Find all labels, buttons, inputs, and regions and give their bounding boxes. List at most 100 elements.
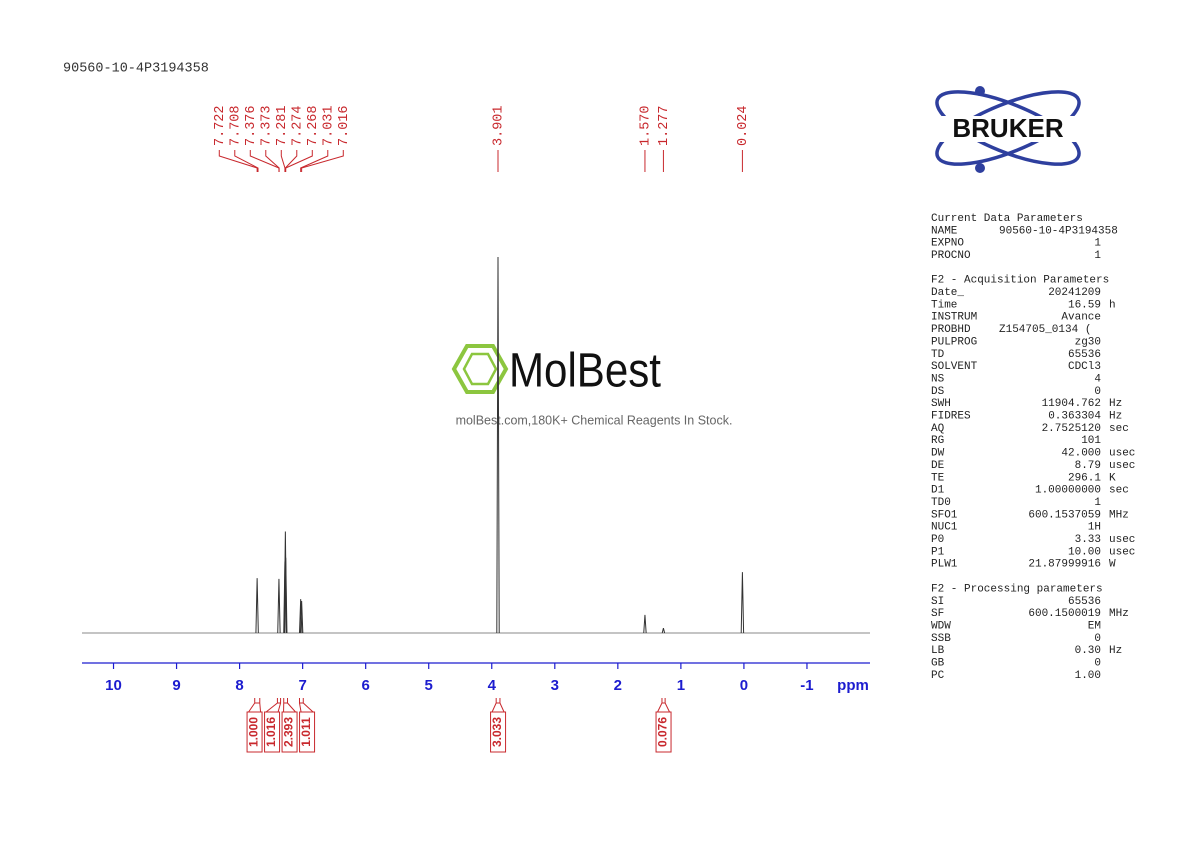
peak-label: 7.016 <box>337 105 352 146</box>
param-unit: Hz <box>1109 398 1122 410</box>
peak-label-line <box>218 150 258 172</box>
param-key: Time <box>931 299 957 311</box>
param-unit: usec <box>1109 546 1135 558</box>
param-key: SFO1 <box>931 509 958 521</box>
param-group-title: F2 - Acquisition Parameters <box>931 275 1109 287</box>
peak <box>298 599 303 634</box>
watermark-tagline: molBest.com,180K+ Chemical Reagents In S… <box>456 413 733 427</box>
param-value: 65536 <box>1068 596 1101 608</box>
x-tick-label: 0 <box>740 677 748 694</box>
peak <box>740 572 745 634</box>
param-key: DW <box>931 448 945 460</box>
integral-label: 0.076 <box>656 717 670 747</box>
peak-label-line <box>265 150 280 172</box>
param-key: SI <box>931 596 944 608</box>
param-value: 16.59 <box>1068 299 1101 311</box>
param-value: 600.1537059 <box>1028 509 1101 521</box>
peak-label: 1.277 <box>657 105 672 146</box>
param-key: RG <box>931 435 944 447</box>
param-key: AQ <box>931 423 945 435</box>
integral-bracket <box>657 698 670 713</box>
param-key: PLW1 <box>931 559 958 571</box>
param-key: NUC1 <box>931 522 958 534</box>
param-group-title: Current Data Parameters <box>931 213 1083 225</box>
param-value: 2.7525120 <box>1042 423 1101 435</box>
param-unit: MHz <box>1109 509 1129 521</box>
x-axis-label: ppm <box>837 677 869 694</box>
peak <box>299 601 304 634</box>
peak <box>661 627 666 634</box>
integral-box <box>281 711 298 753</box>
peak <box>284 557 288 634</box>
integral-label: 1.016 <box>264 717 278 747</box>
param-unit: Hz <box>1109 411 1122 423</box>
param-value: 1 <box>1094 238 1101 250</box>
peak-label: 7.268 <box>306 105 321 146</box>
param-value: 0 <box>1094 633 1101 645</box>
param-unit: Hz <box>1109 645 1122 657</box>
integral-label: 2.393 <box>282 717 296 747</box>
param-unit: usec <box>1109 534 1135 546</box>
integral-box <box>655 711 672 753</box>
x-tick-label: 5 <box>425 677 433 694</box>
peak <box>643 614 647 634</box>
param-key: TD <box>931 349 945 361</box>
integral-box <box>299 711 316 753</box>
param-unit: sec <box>1109 423 1129 435</box>
param-value: CDCl3 <box>1068 361 1101 373</box>
x-tick-label: 6 <box>362 677 370 694</box>
param-unit: h <box>1109 299 1116 311</box>
peak-label-line <box>301 150 344 172</box>
integral-bracket <box>283 698 296 713</box>
param-value: 8.79 <box>1075 460 1101 472</box>
param-unit: sec <box>1109 485 1129 497</box>
x-tick-label: 8 <box>235 677 243 694</box>
param-value: 20241209 <box>1048 287 1101 299</box>
param-key: NS <box>931 373 945 385</box>
integral-box <box>264 711 281 753</box>
param-value: 3.33 <box>1075 534 1101 546</box>
param-value: 11904.762 <box>1042 398 1101 410</box>
integral-label: 3.033 <box>490 717 504 747</box>
param-unit: W <box>1109 559 1116 571</box>
peak-label: 7.708 <box>228 105 243 146</box>
integral-bracket <box>248 698 262 713</box>
peak-label-line <box>249 150 280 172</box>
param-key: PULPROG <box>931 336 977 348</box>
param-key: GB <box>931 658 945 670</box>
peak-label: 7.373 <box>259 105 274 146</box>
peak-label-line <box>300 150 329 172</box>
integral-bracket <box>298 698 314 713</box>
x-tick-label: 9 <box>172 677 180 694</box>
param-key: WDW <box>931 620 951 632</box>
param-value: 600.1500019 <box>1028 608 1101 620</box>
param-key: SF <box>931 608 944 620</box>
param-value: 65536 <box>1068 349 1101 361</box>
param-key: FIDRES <box>931 411 971 423</box>
logo: BRUKER <box>924 86 1092 173</box>
peak-label-line <box>284 150 298 172</box>
integral-bracket <box>491 698 505 713</box>
peak-label-line <box>280 150 286 172</box>
integral-box <box>246 711 263 753</box>
peak <box>496 256 500 634</box>
param-key: P0 <box>931 534 944 546</box>
peak-label: 3.901 <box>492 105 507 146</box>
peak-label: 7.031 <box>321 105 336 146</box>
x-tick-label: 7 <box>298 677 306 694</box>
peak <box>255 578 259 634</box>
param-key: LB <box>931 645 945 657</box>
param-key: D1 <box>931 485 945 497</box>
param-value: 90560-10-4P3194358 <box>999 225 1118 237</box>
param-key: SOLVENT <box>931 361 978 373</box>
param-key: EXPNO <box>931 238 964 250</box>
param-key: INSTRUM <box>931 312 977 324</box>
param-value: 1 <box>1094 497 1101 509</box>
param-value: 1.00 <box>1075 670 1101 682</box>
param-key: PROBHD <box>931 324 971 336</box>
x-tick-label: -1 <box>800 677 813 694</box>
watermark-name: MolBest <box>509 345 661 398</box>
param-unit: K <box>1109 472 1116 484</box>
